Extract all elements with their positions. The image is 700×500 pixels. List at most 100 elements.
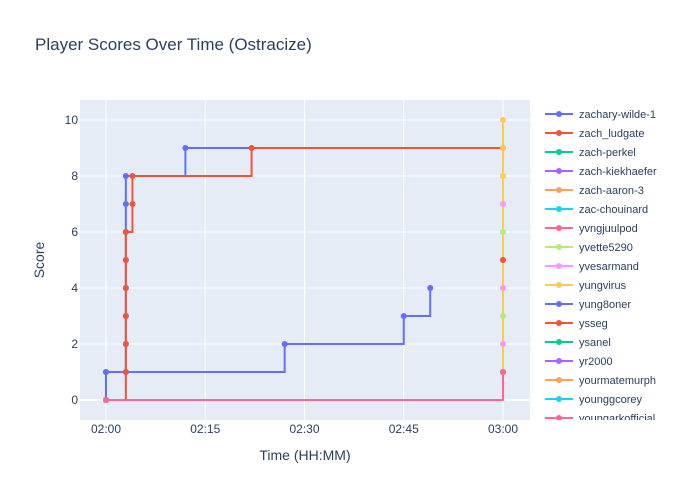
legend-label: zac-chouinard [579,204,648,216]
y-tick-label: 4 [71,281,78,295]
x-tick-label: 02:15 [190,422,220,436]
x-tick-label: 03:00 [488,422,518,436]
legend-item[interactable]: yvngjuulpod [545,223,638,235]
chart-title: Player Scores Over Time (Ostracize) [35,35,312,54]
y-axis-label: Score [31,242,47,279]
x-tick-label: 02:30 [289,422,319,436]
legend-label: younggcorey [579,394,642,406]
legend-swatch-marker [556,206,562,212]
series-line-yung8oner [105,288,432,400]
legend-swatch-marker [556,396,562,402]
legend-label: zach-aaron-3 [579,185,644,197]
data-point-yung8oner [400,313,407,319]
legend-label: yung8oner [579,299,631,311]
legend-swatch-marker [556,149,562,155]
legend-label: yvesarmand [579,261,639,273]
legend-label: zach-perkel [579,147,636,159]
legend-swatch-marker [556,111,562,117]
legend-item[interactable]: younggcorey [545,394,642,406]
y-tick-label: 2 [71,337,78,351]
x-axis-ticks: 02:00 02:15 02:30 02:45 03:00 [91,422,518,436]
data-point-zachary-wilde-1 [122,173,129,179]
legend[interactable]: zachary-wilde-1 zach_ludgate zach-perkel za… [545,109,657,425]
legend-swatch-marker [556,415,562,420]
legend-label: zach-kiekhaefer [579,166,657,178]
legend-item[interactable]: yvesarmand [545,261,639,273]
series-lines [105,120,504,401]
legend-item[interactable]: zach_ludgate [545,128,644,140]
legend-label: zach_ludgate [579,128,644,140]
series-line-youngarkofficial [106,372,504,401]
data-point-zach_ludgate [122,369,129,375]
legend-item[interactable]: zac-chouinard [545,204,648,216]
legend-label: yvngjuulpod [579,223,638,235]
legend-item[interactable]: yungvirus [545,280,627,292]
legend-swatch-marker [556,339,562,345]
legend-swatch-marker [556,130,562,136]
legend-item[interactable]: youngarkofficial [545,413,655,425]
legend-item[interactable]: zach-aaron-3 [545,185,644,197]
y-tick-label: 0 [71,393,78,407]
y-axis-ticks: 0 2 4 6 8 10 [65,113,79,407]
data-point-yung8oner [103,369,109,375]
y-tick-label: 8 [71,169,78,183]
data-point-zach_ludgate [122,313,129,319]
data-point [500,313,506,319]
legend-item[interactable]: yvette5290 [545,242,633,254]
data-point [500,173,506,179]
data-point [500,201,506,207]
legend-swatch-marker [556,358,562,364]
legend-label: yr2000 [579,356,613,368]
x-tick-label: 02:00 [91,422,121,436]
legend-item[interactable]: yr2000 [545,356,613,368]
data-point-zach_ludgate [122,341,129,347]
legend-label: zachary-wilde-1 [579,109,656,121]
data-point-yung8oner [427,285,434,291]
legend-item[interactable]: yung8oner [545,299,631,311]
legend-item[interactable]: ysseg [545,318,608,330]
x-axis-label: Time (HH:MM) [259,447,350,463]
legend-item[interactable]: yourmatemurph [545,375,656,387]
legend-swatch-marker [556,168,562,174]
legend-label: yungvirus [579,280,627,292]
legend-label: yourmatemurph [579,375,656,387]
legend-label: youngarkofficial [579,413,655,425]
data-point-zach_ludgate [129,173,136,179]
data-point-youngarkofficial [500,369,506,375]
legend-label: yvette5290 [579,242,633,254]
y-tick-label: 6 [71,225,78,239]
data-point [500,341,506,347]
data-point-zachary-wilde-1 [122,201,129,207]
data-point-youngarkofficial [103,397,109,403]
data-point-zachary-wilde-1 [182,145,189,151]
data-point [500,285,506,291]
legend-item[interactable]: zach-kiekhaefer [545,166,657,178]
data-point-zach_ludgate [122,285,129,291]
data-point-yung8oner [281,341,288,347]
data-point-zach_ludgate [122,229,129,235]
data-point [500,229,506,235]
legend-item[interactable]: zach-perkel [545,147,636,159]
legend-swatch-marker [556,320,562,326]
y-tick-label: 10 [65,113,79,127]
legend-swatch-marker [556,377,562,383]
legend-swatch-marker [556,244,562,250]
series-markers [103,117,506,403]
legend-swatch-marker [556,187,562,193]
data-point [500,257,506,263]
legend-swatch-marker [556,301,562,307]
legend-label: ysseg [579,318,608,330]
legend-label: ysanel [579,337,611,349]
series-line-zach_ludgate [106,147,503,401]
data-point-zach_ludgate [129,201,136,207]
x-tick-label: 02:45 [389,422,419,436]
legend-swatch-marker [556,282,562,288]
data-point [500,145,506,151]
legend-swatch-marker [556,263,562,269]
data-point-yungvirus [500,117,506,123]
data-point-zach_ludgate [248,145,255,151]
legend-item[interactable]: zachary-wilde-1 [545,109,656,121]
data-point-zach_ludgate [122,257,129,263]
legend-item[interactable]: ysanel [545,337,611,349]
legend-swatch-marker [556,225,562,231]
